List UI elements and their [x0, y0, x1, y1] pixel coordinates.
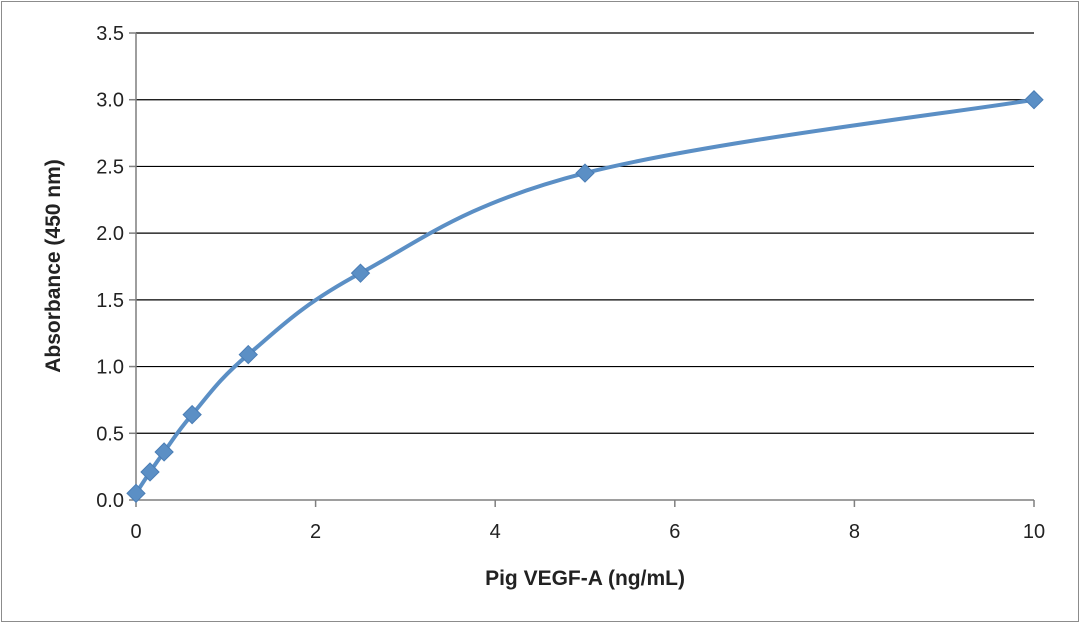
x-tick-label-1: 2 [310, 521, 321, 543]
x-tick-label-3: 6 [669, 521, 680, 543]
data-point-0-0 [126, 483, 146, 504]
y-tick-label-1: 0.5 [96, 423, 124, 445]
y-tick-label-6: 3.0 [96, 90, 124, 112]
data-point-0-5 [350, 263, 371, 283]
data-point-0-4 [238, 344, 258, 365]
grid-lines [136, 32, 1034, 434]
y-tick-label-4: 2.0 [96, 223, 124, 245]
series-line-0 [134, 97, 1036, 496]
y-tick-label-0: 0.0 [96, 490, 124, 512]
data-point-0-3 [182, 404, 202, 425]
data-series [126, 90, 1044, 504]
axes [129, 32, 1035, 507]
data-point-0-6 [575, 163, 595, 183]
y-tick-label-2: 1.0 [96, 357, 124, 379]
x-tick-label-4: 8 [849, 521, 860, 543]
tick-labels: 0.0 0.5 1.0 1.5 2.0 2.5 3.0 3.5 0 2 4 6 8 10 [96, 23, 1045, 543]
data-point-0-1 [140, 462, 160, 482]
y-axis-title: Absorbance (450 nm) [42, 159, 65, 373]
y-tick-label-7: 3.5 [96, 23, 124, 45]
x-tick-label-5: 10 [1023, 521, 1045, 543]
x-tick-label-2: 4 [490, 521, 501, 543]
data-point-0-2 [154, 442, 174, 462]
y-tick-label-5: 2.5 [96, 156, 124, 178]
x-axis-title: Pig VEGF-A (ng/mL) [485, 567, 685, 590]
x-tick-label-0: 0 [130, 521, 141, 543]
y-tick-label-3: 1.5 [96, 290, 124, 312]
data-point-0-7 [1024, 90, 1044, 110]
